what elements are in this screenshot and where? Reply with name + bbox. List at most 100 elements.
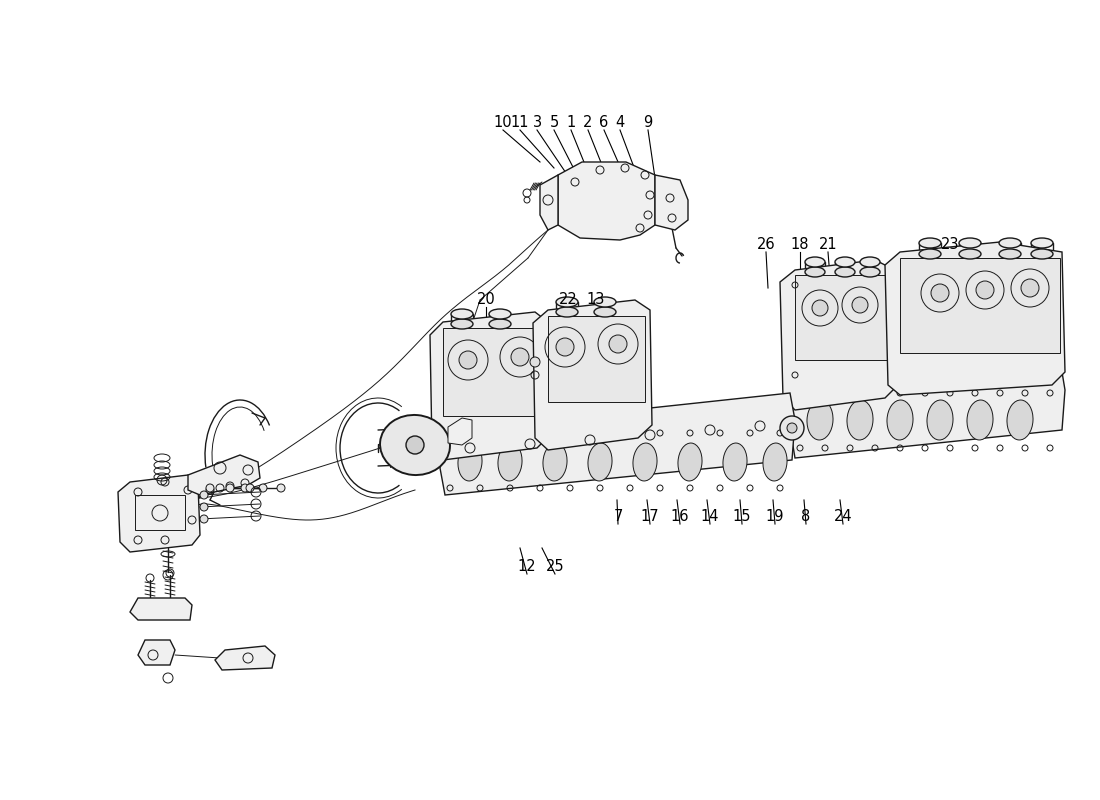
Ellipse shape [805,267,825,277]
Text: 24: 24 [834,509,852,524]
Text: 23: 23 [940,237,959,252]
Text: 4: 4 [615,115,625,130]
Circle shape [200,503,208,511]
Ellipse shape [927,400,953,440]
Text: 16: 16 [671,509,690,524]
Ellipse shape [805,257,825,267]
Text: 12: 12 [518,559,537,574]
Text: 21: 21 [818,237,837,252]
Polygon shape [440,393,795,495]
Text: 14: 14 [701,509,719,524]
Bar [135,495,185,530]
Ellipse shape [999,238,1021,248]
Polygon shape [558,162,654,240]
Ellipse shape [588,443,612,481]
Circle shape [530,357,540,367]
Polygon shape [448,418,472,445]
Ellipse shape [594,297,616,307]
Polygon shape [654,175,688,230]
Ellipse shape [847,400,873,440]
Text: 18: 18 [791,237,810,252]
Ellipse shape [556,297,578,307]
Circle shape [226,484,234,492]
Polygon shape [780,260,898,410]
Ellipse shape [763,443,786,481]
Circle shape [258,484,267,492]
Polygon shape [188,455,260,495]
Text: 10: 10 [494,115,513,130]
Text: 1: 1 [566,115,575,130]
Text: 17: 17 [640,509,659,524]
Ellipse shape [967,400,993,440]
Circle shape [931,284,949,302]
Circle shape [406,436,424,454]
Ellipse shape [490,309,512,319]
Text: 26: 26 [757,237,776,252]
Text: 20: 20 [476,292,495,307]
Ellipse shape [490,319,512,329]
Text: 11: 11 [510,115,529,130]
Text: 15: 15 [733,509,751,524]
Ellipse shape [835,257,855,267]
Ellipse shape [451,309,473,319]
Ellipse shape [959,249,981,259]
Circle shape [206,484,214,492]
Circle shape [246,484,254,492]
Text: 19: 19 [766,509,784,524]
Text: 9: 9 [644,115,652,130]
Ellipse shape [1006,400,1033,440]
Ellipse shape [860,267,880,277]
Circle shape [1021,279,1040,297]
Circle shape [556,338,574,356]
Ellipse shape [887,400,913,440]
Ellipse shape [498,443,522,481]
Text: 6: 6 [600,115,608,130]
Ellipse shape [959,238,981,248]
Circle shape [512,348,529,366]
Ellipse shape [594,307,616,317]
Circle shape [459,351,477,369]
Circle shape [200,515,208,523]
Ellipse shape [723,443,747,481]
Ellipse shape [918,238,940,248]
Ellipse shape [1031,249,1053,259]
Text: 22: 22 [559,292,578,307]
Polygon shape [540,175,558,230]
Bar [548,316,645,402]
Circle shape [812,300,828,316]
Ellipse shape [1031,238,1053,248]
Bar [443,328,543,416]
Polygon shape [430,312,550,460]
Ellipse shape [918,249,940,259]
Ellipse shape [807,400,833,440]
Text: 2: 2 [583,115,593,130]
Bar [900,258,1060,353]
Polygon shape [534,300,652,450]
Polygon shape [886,242,1065,395]
Polygon shape [214,646,275,670]
Bar [795,275,893,360]
Text: 25: 25 [546,559,564,574]
Circle shape [277,484,285,492]
Circle shape [241,484,249,492]
Text: 7: 7 [614,509,623,524]
Ellipse shape [999,249,1021,259]
Circle shape [609,335,627,353]
Text: 8: 8 [802,509,811,524]
Circle shape [976,281,994,299]
Ellipse shape [556,307,578,317]
Ellipse shape [379,415,450,475]
Text: 3: 3 [532,115,541,130]
Circle shape [780,416,804,440]
Ellipse shape [835,267,855,277]
Polygon shape [130,598,192,620]
Circle shape [538,325,548,335]
Circle shape [786,423,798,433]
Ellipse shape [458,443,482,481]
Ellipse shape [860,257,880,267]
Ellipse shape [451,319,473,329]
Polygon shape [118,475,200,552]
Circle shape [200,491,208,499]
Ellipse shape [678,443,702,481]
Circle shape [852,297,868,313]
